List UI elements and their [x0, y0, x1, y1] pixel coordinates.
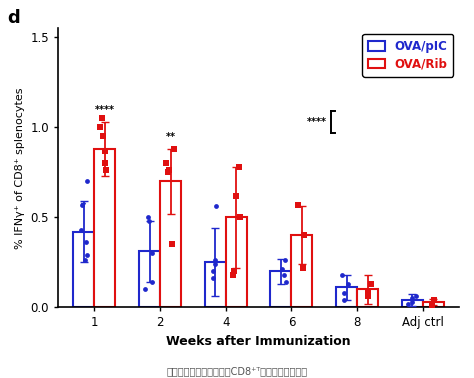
Point — [364, 293, 372, 299]
Point — [98, 115, 106, 121]
Bar — [226, 217, 247, 307]
Bar — [292, 235, 312, 307]
Point — [148, 250, 156, 256]
Point — [408, 295, 416, 301]
Point — [301, 232, 308, 238]
Bar — [205, 262, 226, 307]
Point — [340, 297, 348, 303]
Point — [282, 279, 289, 285]
Point — [82, 239, 90, 245]
Point — [146, 218, 153, 224]
Point — [278, 266, 286, 273]
Point — [141, 286, 149, 292]
Bar — [94, 149, 115, 307]
Point — [212, 203, 219, 209]
Point — [344, 281, 352, 287]
Point — [428, 302, 436, 308]
Text: d: d — [7, 9, 20, 28]
Point — [211, 261, 219, 267]
Point — [236, 164, 243, 170]
Text: 抗癌疫苗（红色）诱导的CD8⁺ᵀ细胞增殖持续时间: 抗癌疫苗（红色）诱导的CD8⁺ᵀ细胞增殖持续时间 — [166, 366, 308, 376]
Text: **: ** — [165, 132, 175, 142]
Bar — [271, 271, 292, 307]
Point — [233, 193, 240, 199]
Bar — [423, 302, 444, 307]
Point — [300, 265, 307, 271]
Bar — [139, 251, 160, 307]
Point — [162, 160, 170, 166]
Point — [84, 252, 91, 258]
Point — [367, 281, 375, 287]
Point — [364, 290, 372, 296]
Bar — [402, 300, 423, 307]
Bar — [160, 181, 181, 307]
Point — [340, 290, 347, 296]
Point — [79, 201, 86, 208]
Point — [230, 268, 238, 274]
Point — [149, 279, 156, 285]
Point — [282, 257, 289, 263]
Point — [78, 201, 86, 208]
Bar — [357, 289, 378, 307]
Point — [229, 272, 237, 278]
Point — [209, 268, 217, 274]
Point — [144, 214, 152, 220]
Point — [236, 214, 244, 220]
Point — [338, 272, 346, 278]
Point — [102, 167, 110, 174]
Point — [164, 169, 172, 175]
Point — [280, 272, 287, 278]
Point — [81, 257, 89, 263]
Y-axis label: % IFNγ⁺ of CD8⁺ splenocytes: % IFNγ⁺ of CD8⁺ splenocytes — [15, 87, 25, 248]
X-axis label: Weeks after Immunization: Weeks after Immunization — [166, 335, 351, 348]
Bar — [73, 232, 94, 307]
Point — [165, 167, 173, 174]
Legend: OVA/pIC, OVA/Rib: OVA/pIC, OVA/Rib — [363, 34, 453, 77]
Bar — [336, 288, 357, 307]
Text: ****: **** — [95, 105, 115, 115]
Point — [97, 124, 104, 130]
Point — [409, 299, 416, 305]
Point — [99, 133, 106, 139]
Point — [101, 160, 109, 166]
Point — [430, 297, 438, 303]
Point — [101, 148, 109, 154]
Point — [83, 178, 91, 184]
Point — [412, 293, 420, 299]
Point — [210, 276, 217, 282]
Point — [404, 301, 412, 307]
Point — [294, 201, 302, 208]
Point — [170, 146, 177, 152]
Point — [169, 241, 176, 247]
Point — [78, 227, 85, 233]
Text: ****: **** — [307, 117, 327, 127]
Point — [211, 257, 219, 263]
